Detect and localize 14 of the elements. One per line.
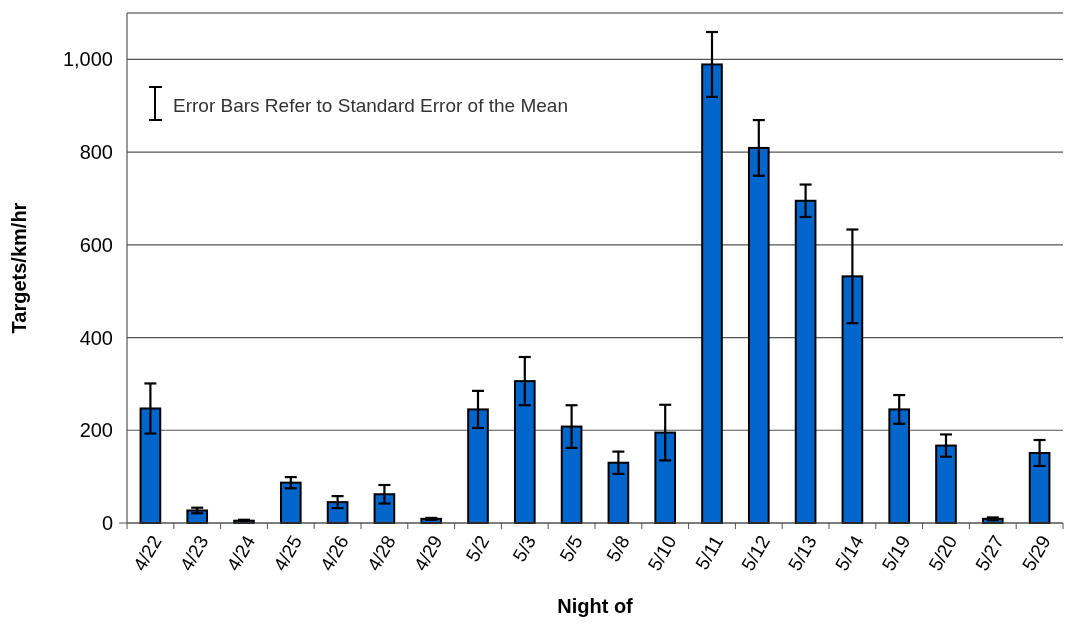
x-tick-label: 5/5 xyxy=(555,531,587,566)
x-axis-title: Night of xyxy=(557,595,634,617)
x-tick-label: 5/3 xyxy=(508,531,541,566)
bar xyxy=(279,481,302,524)
y-tick-label: 800 xyxy=(79,141,113,164)
y-tick-label: 600 xyxy=(79,233,113,256)
y-tick-label: 1,000 xyxy=(62,48,113,71)
x-tick-label: 5/8 xyxy=(602,531,634,566)
x-tick-label: 5/2 xyxy=(461,531,494,566)
annotation: Error Bars Refer to Standard Error of the Mean xyxy=(173,94,568,116)
y-tick-label: 400 xyxy=(79,326,113,349)
y-tick-label: 200 xyxy=(79,419,113,442)
y-tick-label: 0 xyxy=(101,512,113,534)
y-axis-title: Targets/km/hr xyxy=(8,202,30,334)
